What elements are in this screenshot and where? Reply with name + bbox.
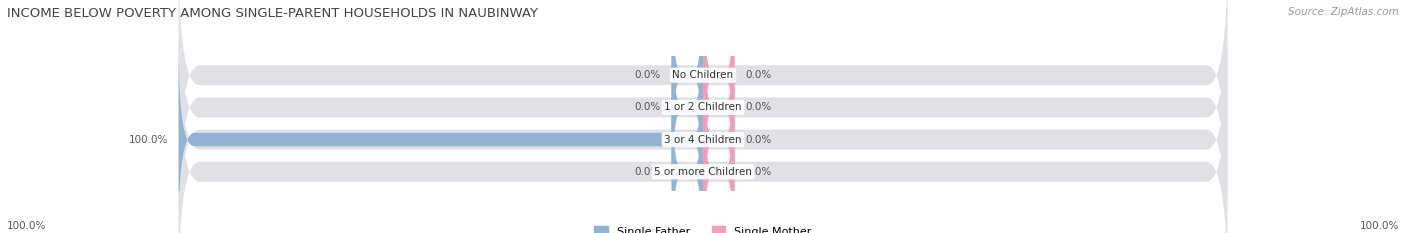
Text: 100.0%: 100.0%	[7, 221, 46, 231]
Text: 0.0%: 0.0%	[745, 167, 772, 177]
FancyBboxPatch shape	[179, 0, 1227, 226]
Legend: Single Father, Single Mother: Single Father, Single Mother	[595, 226, 811, 233]
FancyBboxPatch shape	[179, 53, 1227, 233]
FancyBboxPatch shape	[703, 50, 734, 229]
FancyBboxPatch shape	[703, 82, 734, 233]
Text: 0.0%: 0.0%	[634, 70, 661, 80]
FancyBboxPatch shape	[672, 82, 703, 233]
FancyBboxPatch shape	[179, 21, 1227, 233]
Text: 0.0%: 0.0%	[745, 102, 772, 112]
FancyBboxPatch shape	[672, 0, 703, 165]
Text: 100.0%: 100.0%	[1360, 221, 1399, 231]
FancyBboxPatch shape	[179, 50, 703, 229]
FancyBboxPatch shape	[703, 18, 734, 197]
Text: 0.0%: 0.0%	[745, 70, 772, 80]
Text: 0.0%: 0.0%	[634, 167, 661, 177]
Text: 0.0%: 0.0%	[634, 102, 661, 112]
FancyBboxPatch shape	[672, 18, 703, 197]
Text: 0.0%: 0.0%	[745, 135, 772, 145]
Text: 100.0%: 100.0%	[129, 135, 169, 145]
Text: INCOME BELOW POVERTY AMONG SINGLE-PARENT HOUSEHOLDS IN NAUBINWAY: INCOME BELOW POVERTY AMONG SINGLE-PARENT…	[7, 7, 538, 20]
Text: 5 or more Children: 5 or more Children	[654, 167, 752, 177]
Text: 1 or 2 Children: 1 or 2 Children	[664, 102, 742, 112]
Text: 3 or 4 Children: 3 or 4 Children	[664, 135, 742, 145]
Text: Source: ZipAtlas.com: Source: ZipAtlas.com	[1288, 7, 1399, 17]
FancyBboxPatch shape	[179, 0, 1227, 194]
FancyBboxPatch shape	[703, 0, 734, 165]
Text: No Children: No Children	[672, 70, 734, 80]
